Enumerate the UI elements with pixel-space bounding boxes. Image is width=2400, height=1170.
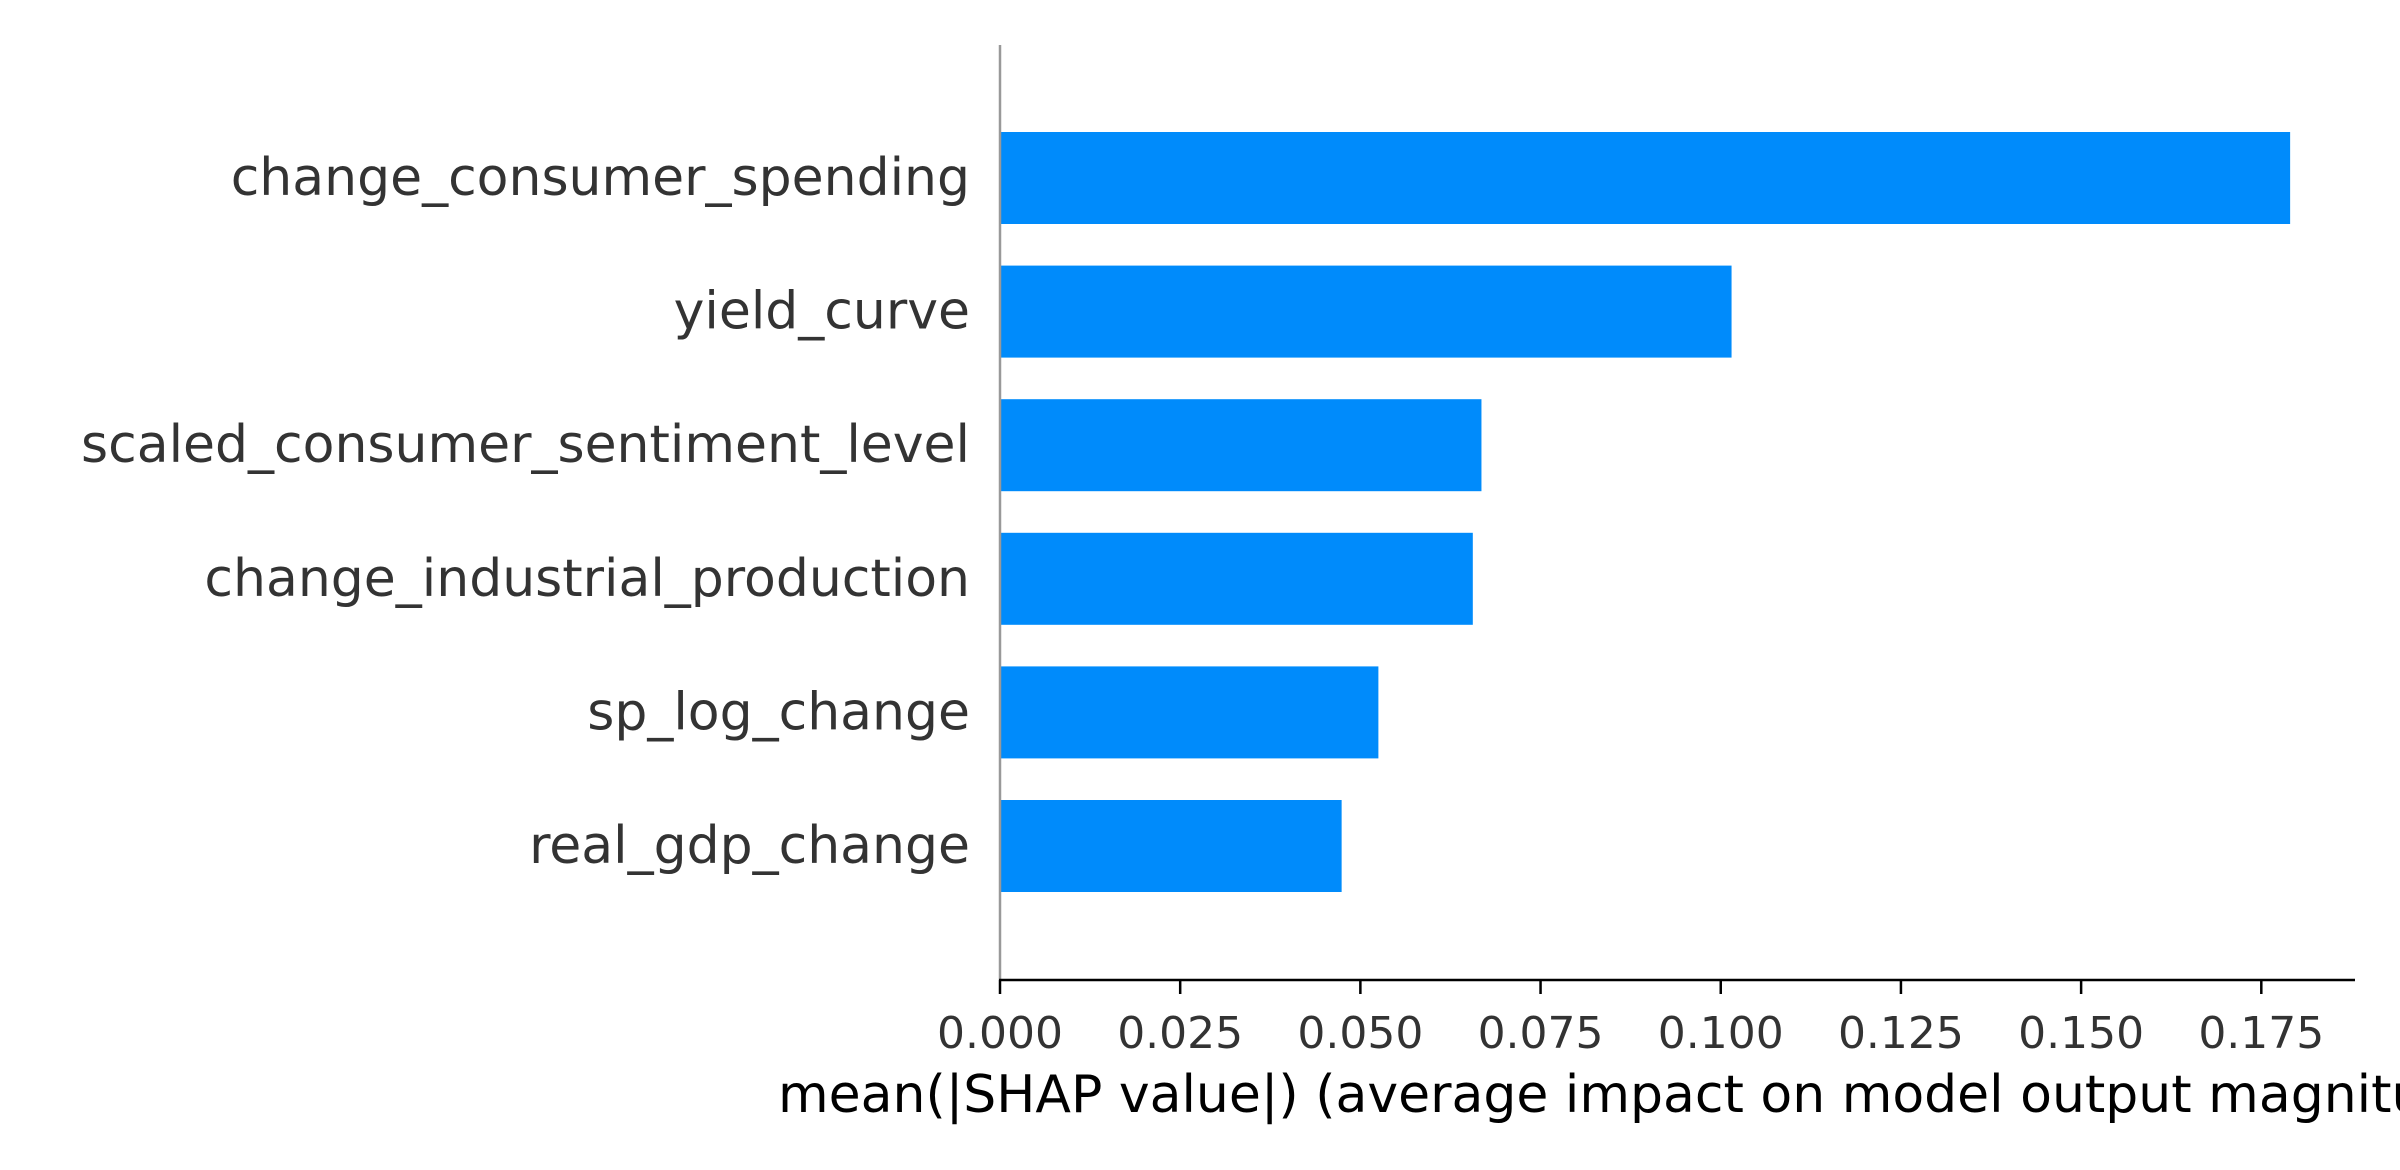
category-label: sp_log_change [587,682,970,742]
bar-sp_log_change [1000,666,1379,759]
category-label: real_gdp_change [529,816,970,876]
x-axis-title: mean(|SHAP value|) (average impact on mo… [778,1065,2400,1125]
category-label: change_consumer_spending [231,148,970,208]
x-tick-label: 0.150 [2018,1008,2144,1059]
bar-change_consumer_spending [1000,132,2291,224]
bar-scaled_consumer_sentiment_level [1000,399,1482,492]
x-tick-label: 0.175 [2198,1008,2324,1059]
bar-change_industrial_production [1000,532,1473,625]
x-tick-label: 0.125 [1838,1008,1964,1059]
bars-group [1000,132,2291,892]
category-label: scaled_consumer_sentiment_level [81,415,970,475]
x-tick-label: 0.000 [937,1008,1063,1059]
x-tick-label: 0.050 [1297,1008,1423,1059]
x-ticks-group: 0.000 0.025 0.050 0.075 0.100 0.125 0.150 0.175 [937,980,2324,1059]
category-label: yield_curve [674,282,970,342]
category-labels-group: change_consumer_spending yield_curvescale… [81,148,970,876]
x-tick-label: 0.100 [1658,1008,1784,1059]
bar-real_gdp_change [1000,800,1342,892]
x-tick-label: 0.075 [1478,1008,1604,1059]
x-tick-label: 0.025 [1117,1008,1243,1059]
category-label: change_industrial_production [204,549,970,609]
bar-yield_curve [1000,265,1732,358]
